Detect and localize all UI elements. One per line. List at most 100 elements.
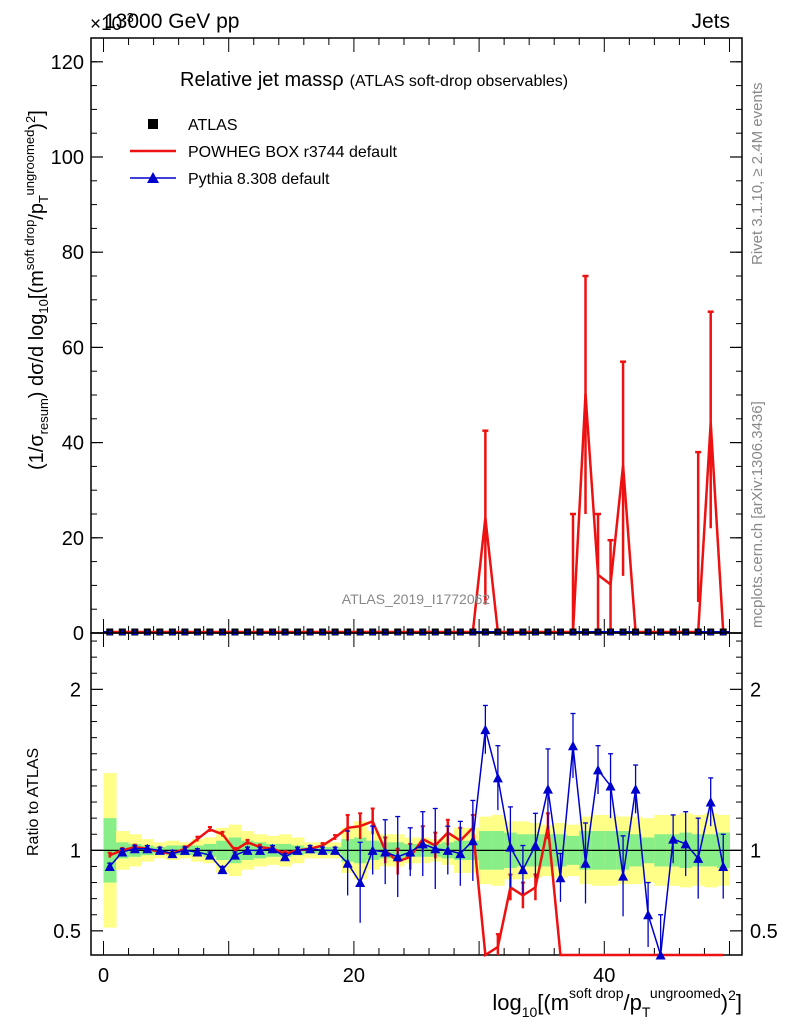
ratio-y-tick-label-right: 0.5 <box>750 921 778 943</box>
y-tick-label: 120 <box>51 52 84 74</box>
y-axis-label-tail: [(m <box>26 270 48 299</box>
x-axis-label-sup2: ungroomed <box>650 985 721 1001</box>
pythia-ratio-point <box>142 843 153 854</box>
x-tick-label: 0 <box>98 965 109 987</box>
y-axis-label-sub10: 10 <box>36 299 51 313</box>
x-axis-label-slash: /p <box>624 990 642 1015</box>
pythia-ratio-point <box>705 797 716 807</box>
ratio-y-tick-label-right: 2 <box>750 679 761 701</box>
pythia-ratio-point <box>480 724 491 735</box>
y-tick-label: 20 <box>62 528 84 550</box>
pythia-ratio-point <box>417 838 428 849</box>
pythia-ratio-point <box>618 871 629 881</box>
x-axis-label-subT: T <box>642 1004 651 1020</box>
pythia-ratio-point <box>330 845 341 855</box>
pythia-ratio-point <box>355 877 366 888</box>
y-axis-label: (1/σresum) dσ/d log10[(msoft drop/pTungr… <box>22 110 51 470</box>
y-tick-label: 0 <box>73 623 84 645</box>
x-axis-label-close: ) <box>721 990 728 1015</box>
y-axis-label-sq: 2 <box>23 116 38 123</box>
pythia-ratio-point <box>267 843 278 854</box>
x-axis-label-sq: 2 <box>728 987 736 1003</box>
chart-subtitle: (ATLAS soft-drop observables) <box>350 73 568 90</box>
energy-label: 13000 GeV pp <box>104 10 239 33</box>
pythia-ratio-point <box>643 909 654 920</box>
pythia-ratio-point <box>580 858 591 868</box>
category-label: Jets <box>691 10 730 33</box>
ratio-y-tick-label-right: 1 <box>750 840 761 862</box>
legend-label: Pythia 8.308 default <box>188 171 330 188</box>
pythia-ratio-point <box>242 845 253 855</box>
pythia-ratio-point <box>555 872 566 883</box>
legend-label: ATLAS <box>188 117 238 134</box>
pythia-ratio-point <box>305 843 316 854</box>
y-tick-label: 60 <box>62 337 84 359</box>
y-axis-label-mid: ) dσ/d log <box>26 314 48 399</box>
pythia-ratio-point <box>492 772 503 783</box>
pythia-ratio-point <box>129 843 140 854</box>
y-axis-label-slash: /p <box>26 203 48 220</box>
pythia-ratio-point <box>405 846 416 857</box>
chart-title: Relative jet massρ (ATLAS soft-drop obser… <box>180 69 568 91</box>
pythia-ratio-point <box>255 845 266 855</box>
legend-atlas-marker <box>148 119 158 129</box>
pythia-ratio-point <box>117 846 128 857</box>
pythia-ratio-point <box>530 840 541 851</box>
pythia-ratio-point <box>204 850 215 860</box>
pythia-ratio-point <box>192 846 203 857</box>
pythia-ratio-point <box>430 843 441 854</box>
pythia-ratio-point <box>467 835 478 846</box>
y-exponent-base: ×10 <box>90 14 122 35</box>
rivet-label: Rivet 3.1.10, ≥ 2.4M events <box>749 83 766 266</box>
pythia-ratio-point <box>630 784 641 794</box>
pythia-ratio-point <box>392 851 403 862</box>
x-axis-label-sub: 10 <box>522 1004 538 1020</box>
pythia-ratio-point <box>505 842 516 852</box>
pythia-ratio-point <box>380 846 391 857</box>
ratio-frame <box>90 632 743 956</box>
ratio-y-label: Ratio to ATLAS <box>25 748 42 856</box>
y-axis-label-close: ) <box>26 123 48 130</box>
x-tick-label: 40 <box>593 965 615 987</box>
pythia-ratio-point <box>167 848 178 859</box>
pythia-ratio-point <box>442 845 453 855</box>
legend-label: POWHEG BOX r3744 default <box>188 144 398 161</box>
pythia-ratio-point <box>455 848 466 859</box>
ratio-y-tick-label: 0.5 <box>53 921 81 943</box>
pythia-ratio-point <box>693 853 704 863</box>
y-axis-label-subT: T <box>36 195 51 203</box>
pythia-ratio-point <box>280 851 291 862</box>
pythia-ratio-point <box>104 861 115 871</box>
ratio-y-tick-label: 1 <box>70 840 81 862</box>
pythia-ratio-point <box>593 764 604 775</box>
pythia-ratio-point <box>668 834 679 844</box>
y-axis-label-end: ] <box>26 110 48 116</box>
pythia-ratio-point <box>605 780 616 791</box>
y-tick-label: 100 <box>51 147 84 169</box>
pythia-ratio-point <box>154 845 165 855</box>
y-axis-label-sup2: ungroomed <box>22 130 37 196</box>
x-axis-label-mid: [(m <box>537 990 569 1015</box>
ratio-panel: 0 20 40 0.5 0.5 1 1 2 2 <box>53 632 778 987</box>
main-panel: 0 20 40 60 80 100 120 Relative jet massρ (ATLAS… <box>51 37 743 645</box>
pythia-ratio-point <box>680 838 691 849</box>
y-exponent-power: -3 <box>122 10 134 25</box>
pythia-ratio-point <box>517 864 528 875</box>
x-axis-label: log10[(msoft drop/pTungroomed)2] <box>492 985 742 1020</box>
pythia-ratio-point <box>367 845 378 855</box>
legend-pythia-marker <box>147 172 159 183</box>
y-tick-label: 80 <box>62 242 84 264</box>
y-axis-label-sub: resum <box>36 398 51 434</box>
site-label: mcplots.cern.ch [arXiv:1306.3436] <box>749 401 766 628</box>
pythia-ratio-point <box>567 740 578 751</box>
pythia-ratio-point <box>342 858 353 868</box>
pythia-ratio-point <box>317 845 328 855</box>
pythia-ratio-point <box>179 845 190 855</box>
pythia-ratio-point <box>542 784 553 794</box>
x-axis-label-end: ] <box>736 990 742 1015</box>
chart-title-main: Relative jet massρ <box>180 69 344 91</box>
x-axis-label-sup: soft drop <box>569 985 624 1001</box>
y-axis-label-sup: soft drop <box>22 220 37 271</box>
pythia-ratio-point <box>718 861 729 871</box>
